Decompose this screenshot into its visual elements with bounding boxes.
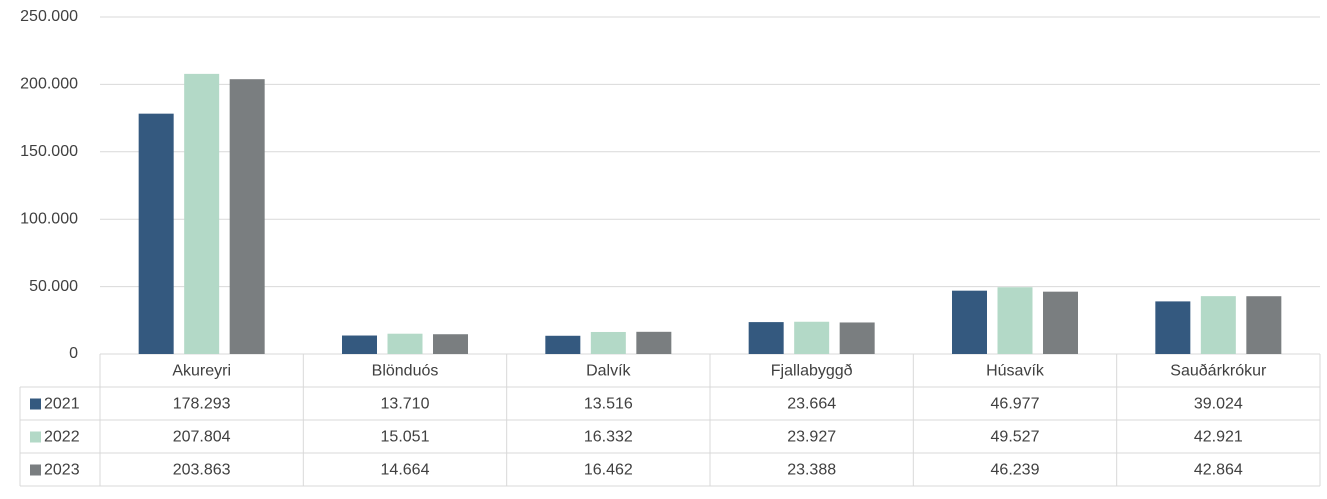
table-value: 14.664 xyxy=(381,462,430,479)
table-value: 46.239 xyxy=(991,462,1040,479)
table-value: 23.927 xyxy=(787,429,836,446)
table-value: 16.462 xyxy=(584,462,633,479)
y-tick-label: 50.000 xyxy=(29,278,78,295)
table-value: 203.863 xyxy=(173,462,231,479)
bar xyxy=(1200,296,1236,354)
y-tick-label: 250.000 xyxy=(20,8,78,25)
table-value: 207.804 xyxy=(173,429,231,446)
table-value: 49.527 xyxy=(991,429,1040,446)
bar xyxy=(387,333,423,354)
table-value: 13.516 xyxy=(584,396,633,413)
x-tick-label: Dalvík xyxy=(586,363,631,380)
bar xyxy=(545,335,581,354)
table-value: 16.332 xyxy=(584,429,633,446)
bar xyxy=(433,334,468,354)
x-tick-label: Húsavík xyxy=(986,363,1045,380)
bar xyxy=(839,322,875,354)
table-value: 178.293 xyxy=(173,396,231,413)
table-value: 15.051 xyxy=(381,429,430,446)
bar xyxy=(1246,296,1282,354)
y-tick-label: 0 xyxy=(69,345,78,362)
table-value: 39.024 xyxy=(1194,396,1243,413)
bar xyxy=(229,79,265,354)
legend-label: 2023 xyxy=(44,462,80,479)
table-value: 13.710 xyxy=(381,396,430,413)
bar xyxy=(636,331,672,354)
legend-label: 2022 xyxy=(44,429,80,446)
legend-swatch xyxy=(30,464,41,476)
bar xyxy=(794,321,830,354)
x-tick-label: Blönduós xyxy=(372,363,439,380)
y-tick-label: 200.000 xyxy=(20,76,78,93)
bar xyxy=(1043,291,1078,354)
bar xyxy=(138,113,174,354)
table-value: 42.864 xyxy=(1194,462,1243,479)
table-value: 46.977 xyxy=(991,396,1040,413)
x-tick-label: Sauðárkrókur xyxy=(1170,363,1267,380)
table-value: 23.664 xyxy=(787,396,836,413)
bar xyxy=(748,322,784,354)
y-tick-label: 100.000 xyxy=(20,210,78,227)
table-value: 23.388 xyxy=(787,462,836,479)
bar xyxy=(952,290,987,354)
legend-swatch xyxy=(30,431,41,443)
x-tick-label: Akureyri xyxy=(172,363,231,380)
legend-label: 2021 xyxy=(44,396,80,413)
table-value: 42.921 xyxy=(1194,429,1243,446)
x-tick-label: Fjallabyggð xyxy=(771,363,853,380)
bar xyxy=(184,73,220,354)
bar xyxy=(1155,301,1191,354)
bar xyxy=(997,287,1033,354)
legend-swatch xyxy=(30,398,41,410)
bar xyxy=(342,335,377,354)
y-tick-label: 150.000 xyxy=(20,143,78,160)
bar xyxy=(590,331,626,354)
